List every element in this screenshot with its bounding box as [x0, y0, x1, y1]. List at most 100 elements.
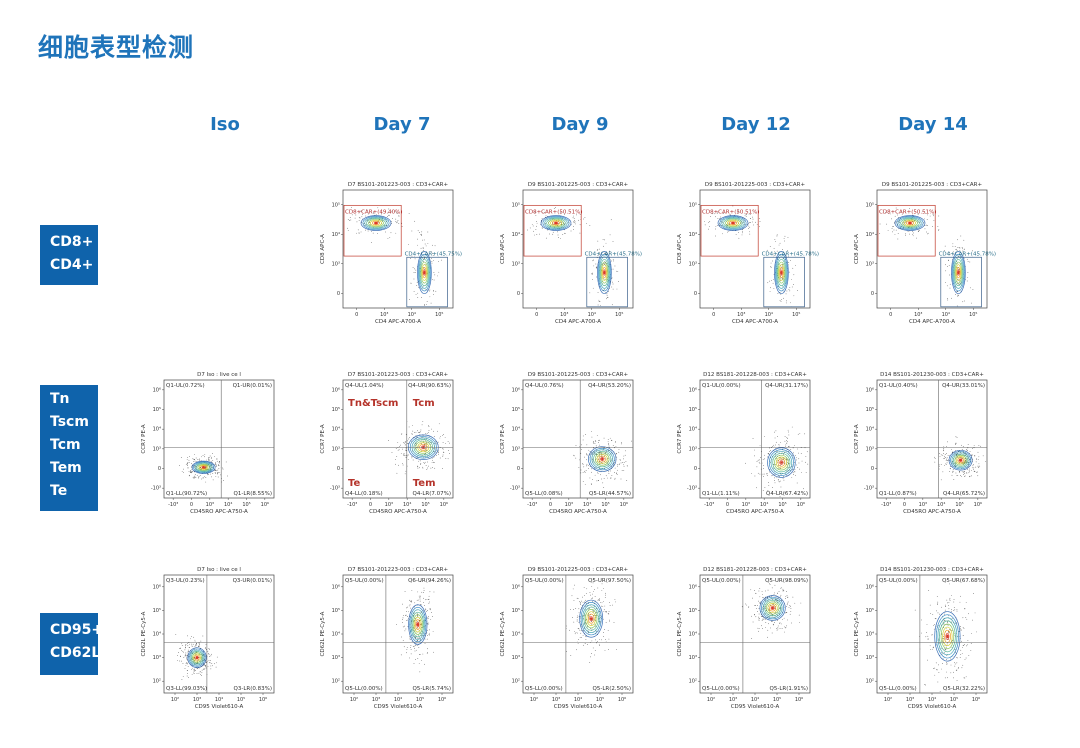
row-label-line: CD4+ [50, 257, 94, 273]
event-dot [198, 672, 200, 674]
density-contour [586, 611, 596, 626]
quadrant-label: Q5-UL(0.00%) [702, 578, 741, 584]
event-dot [211, 653, 212, 655]
event-dot [947, 615, 949, 617]
event-dot [708, 228, 709, 230]
event-dot [978, 466, 980, 468]
event-dot [792, 596, 794, 598]
event-dot [794, 602, 796, 604]
x-tick-label: 10⁴ [215, 697, 223, 703]
density-contour [413, 616, 422, 633]
event-dot [402, 626, 404, 628]
event-dot [768, 453, 769, 454]
plot-frame [876, 574, 988, 694]
event-dot [414, 432, 416, 433]
event-dot [443, 452, 445, 453]
event-dot [934, 461, 936, 463]
event-dot [422, 239, 423, 241]
event-dot [349, 217, 351, 218]
event-dot [774, 480, 775, 481]
event-dot [772, 624, 774, 626]
event-dot [425, 245, 427, 247]
event-dot [419, 604, 421, 605]
event-dot [766, 475, 768, 476]
event-dot [409, 437, 411, 438]
density-peak [601, 457, 604, 461]
event-dot [765, 606, 767, 608]
event-dot [402, 617, 404, 619]
event-dot [417, 591, 419, 593]
event-dot [580, 630, 582, 631]
event-dot [954, 246, 956, 247]
event-dot [579, 224, 581, 226]
event-dot [403, 442, 405, 444]
event-dot [409, 636, 410, 638]
event-dot [201, 675, 202, 676]
event-dot [187, 645, 189, 647]
cd4-gate [940, 256, 982, 308]
event-dot [584, 456, 585, 458]
density-contour [955, 264, 962, 281]
event-dot [407, 459, 409, 460]
event-dot [895, 207, 897, 209]
event-dot [358, 233, 360, 235]
event-dot [765, 622, 767, 623]
event-dot [960, 458, 962, 459]
x-tick-label: 10⁴ [928, 697, 936, 703]
event-dot [957, 268, 959, 270]
event-dot [777, 620, 778, 621]
event-dot [949, 274, 951, 276]
event-dot [590, 594, 591, 596]
event-dot [783, 617, 785, 619]
event-dot [951, 621, 953, 623]
event-dot [442, 448, 444, 450]
event-dot [804, 447, 806, 449]
event-dot [409, 657, 410, 659]
event-dot [601, 602, 603, 604]
event-dot [960, 595, 961, 597]
density-contour [778, 264, 785, 281]
event-dot [793, 474, 794, 475]
event-dot [950, 664, 952, 666]
gate-label: CD8+CAR+(50.51%) [879, 209, 936, 215]
event-dot [593, 451, 595, 453]
event-dot [962, 250, 964, 252]
event-dot [415, 645, 416, 646]
event-dot [428, 426, 430, 427]
event-dot [347, 227, 349, 229]
event-dot [203, 668, 205, 669]
event-dot [605, 639, 606, 640]
event-dot [419, 598, 421, 600]
event-dot [761, 608, 763, 610]
event-dot [406, 616, 408, 617]
event-dot [421, 231, 423, 233]
event-dot [623, 462, 625, 463]
event-dot [927, 214, 928, 216]
density-contour [597, 251, 612, 295]
density-contour [770, 451, 793, 475]
event-dot [791, 286, 793, 288]
event-dot [430, 302, 432, 304]
event-dot [602, 482, 604, 484]
event-dot [397, 221, 398, 223]
x-tick-label: 10⁵ [792, 312, 800, 318]
event-dot [208, 457, 209, 458]
plot-header: D12 BS181-201228-003 : CD3+CAR+ [703, 567, 807, 573]
density-peak [603, 270, 606, 275]
plot-frame [699, 189, 811, 309]
event-dot [971, 633, 972, 634]
subset-label: Te [348, 478, 360, 489]
event-dot [194, 673, 196, 675]
event-dot [773, 255, 775, 256]
event-dot [413, 634, 414, 636]
event-dot [773, 444, 774, 446]
density-contour [779, 266, 784, 279]
event-dot [930, 613, 932, 615]
quadrant-label: Q4-UL(1.04%) [345, 383, 384, 389]
event-dot [536, 222, 538, 224]
event-dot [424, 463, 425, 465]
event-dot [947, 677, 948, 679]
quadrant-label: Q1-LL(90.72%) [166, 491, 207, 497]
density-contour [551, 220, 561, 226]
event-dot [423, 597, 425, 599]
